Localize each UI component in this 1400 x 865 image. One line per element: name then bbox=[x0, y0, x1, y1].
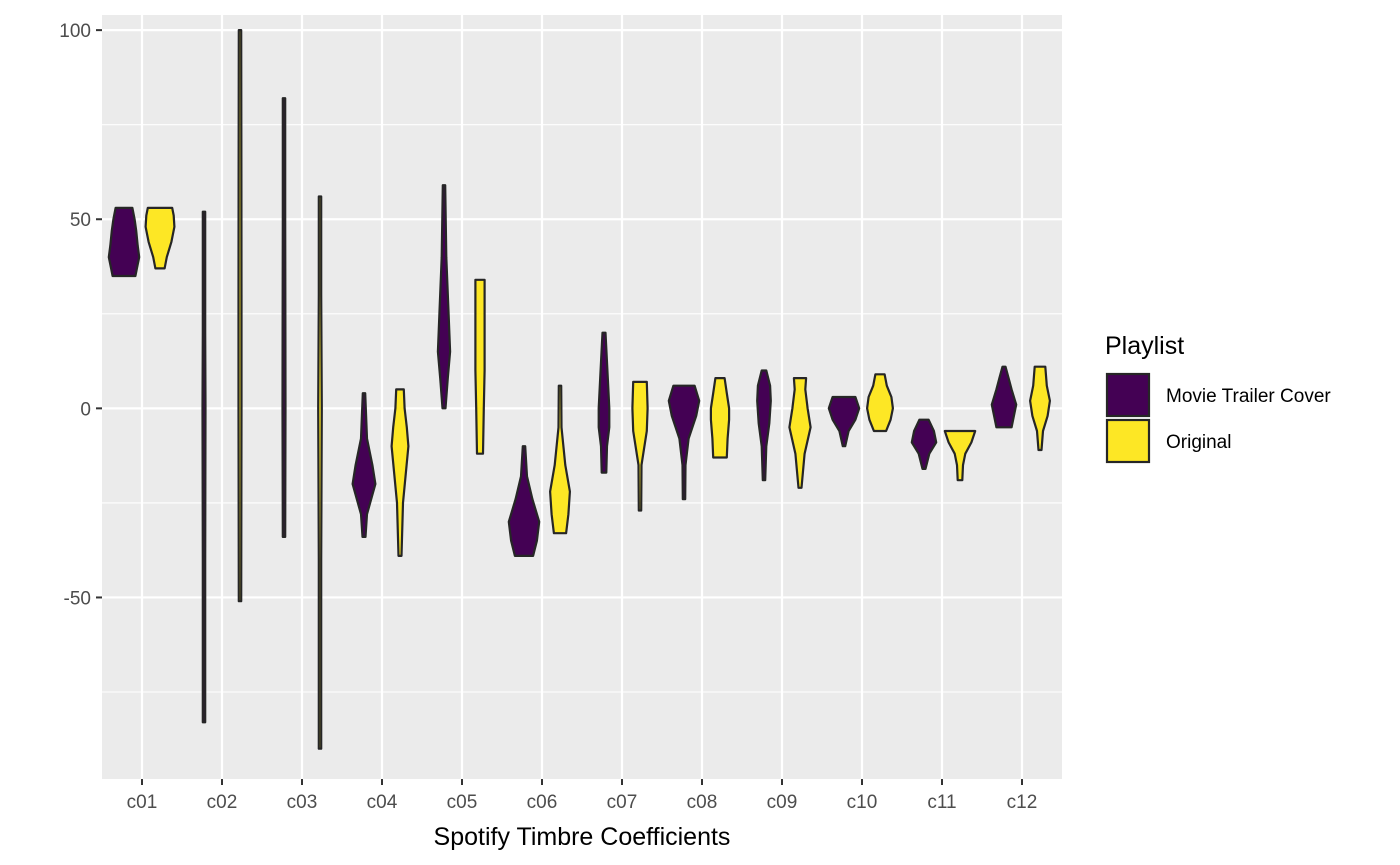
y-tick-label: 0 bbox=[80, 399, 91, 420]
violin-movie-trailer-cover-c12 bbox=[990, 365, 1018, 429]
x-axis-title: Spotify Timbre Coefficients bbox=[434, 823, 731, 851]
axis-layer: -50 0 50 100 c01 c02 c03 c04 c05 c06 c07 c08 c09 c10 c… bbox=[59, 21, 1037, 813]
x-tick-label: c12 bbox=[1007, 792, 1038, 813]
legend-title: Playlist bbox=[1105, 332, 1184, 360]
violin-original-c10 bbox=[865, 373, 895, 433]
violin-original-c07 bbox=[631, 380, 649, 512]
x-tick-label: c08 bbox=[687, 792, 718, 813]
legend-swatch bbox=[1105, 372, 1151, 418]
violin-original-c04 bbox=[390, 388, 410, 558]
violin-original-c09 bbox=[788, 377, 812, 489]
violin-original-c01 bbox=[144, 206, 176, 270]
x-tick-label: c02 bbox=[207, 792, 238, 813]
violin-original-c03 bbox=[317, 195, 323, 750]
x-tick-label: c11 bbox=[927, 792, 956, 813]
x-tick-label: c07 bbox=[607, 792, 638, 813]
violin-movie-trailer-cover-c02 bbox=[201, 210, 207, 724]
violin-original-c12 bbox=[1028, 365, 1052, 452]
violin-movie-trailer-cover-c09 bbox=[756, 369, 772, 482]
violin-original-c06 bbox=[548, 384, 572, 535]
violin-layer bbox=[107, 29, 1052, 750]
y-tick-label: 50 bbox=[70, 210, 91, 231]
violin-original-c05 bbox=[474, 278, 486, 455]
violin-original-c08 bbox=[709, 377, 731, 459]
violin-original-c11 bbox=[943, 429, 977, 482]
grid-layer bbox=[102, 15, 1062, 779]
panel-background bbox=[102, 15, 1062, 779]
legend-swatch bbox=[1105, 418, 1151, 464]
x-tick-label: c01 bbox=[127, 792, 158, 813]
violin-movie-trailer-cover-c08 bbox=[667, 384, 701, 501]
y-tick-label: 100 bbox=[59, 21, 91, 42]
violin-movie-trailer-cover-c11 bbox=[910, 418, 938, 470]
x-tick-label: c05 bbox=[447, 792, 478, 813]
y-tick-label: -50 bbox=[64, 588, 91, 609]
x-tick-label: c03 bbox=[287, 792, 318, 813]
violin-movie-trailer-cover-c04 bbox=[351, 392, 377, 539]
violin-movie-trailer-cover-c01 bbox=[107, 206, 141, 278]
violin-movie-trailer-cover-c03 bbox=[281, 97, 287, 539]
legend-label: Original bbox=[1166, 432, 1231, 453]
x-tick-label: c09 bbox=[767, 792, 798, 813]
violin-movie-trailer-cover-c10 bbox=[827, 395, 861, 448]
x-tick-label: c10 bbox=[847, 792, 878, 813]
x-tick-label: c04 bbox=[367, 792, 398, 813]
violin-movie-trailer-cover-c05 bbox=[436, 184, 452, 410]
legend-label: Movie Trailer Cover bbox=[1166, 386, 1331, 407]
violin-movie-trailer-cover-c06 bbox=[507, 445, 541, 558]
violin-original-c02 bbox=[237, 29, 243, 603]
x-tick-label: c06 bbox=[527, 792, 558, 813]
legend: Playlist Movie Trailer Cover Original bbox=[1105, 332, 1331, 464]
violin-movie-trailer-cover-c07 bbox=[597, 331, 611, 474]
